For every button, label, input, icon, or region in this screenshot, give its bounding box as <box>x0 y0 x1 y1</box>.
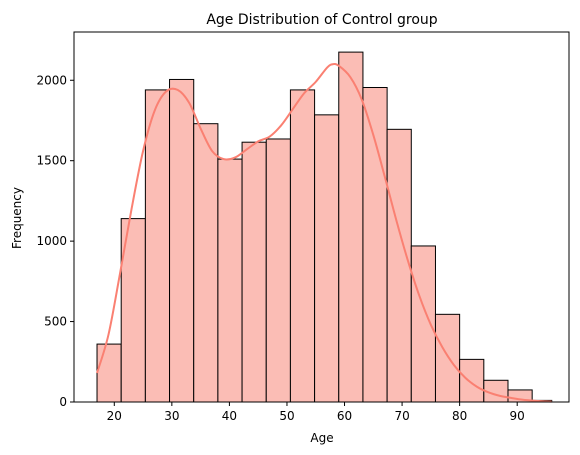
y-tick-label: 0 <box>59 395 67 409</box>
x-tick-label: 90 <box>510 409 525 423</box>
y-tick-label: 500 <box>44 315 67 329</box>
y-axis-ticks: 0 500 1000 1500 2000 <box>36 73 74 409</box>
histogram-bar <box>338 51 364 403</box>
histogram-bar <box>265 138 291 403</box>
x-axis-ticks: 20 30 40 50 60 70 80 90 <box>107 402 525 423</box>
x-axis-label: Age <box>310 431 333 445</box>
x-tick-label: 70 <box>394 409 409 423</box>
y-tick-label: 2000 <box>36 73 67 87</box>
x-tick-label: 20 <box>107 409 122 423</box>
histogram-bar <box>217 158 243 403</box>
histogram-bar <box>362 87 388 403</box>
histogram-bar <box>314 114 340 403</box>
x-tick-label: 30 <box>164 409 179 423</box>
histogram-bar <box>96 343 122 403</box>
histogram-bar <box>169 78 195 403</box>
y-tick-label: 1500 <box>36 154 67 168</box>
x-tick-label: 50 <box>279 409 294 423</box>
histogram-bar <box>386 128 412 403</box>
x-tick-label: 60 <box>337 409 352 423</box>
plot-frame <box>73 31 570 403</box>
x-tick-label: 80 <box>452 409 467 423</box>
kde-line <box>96 63 552 403</box>
histogram-bar <box>241 141 267 403</box>
x-tick-label: 40 <box>222 409 237 423</box>
histogram-bar <box>289 89 316 403</box>
y-axis-label: Frequency <box>10 187 24 249</box>
histogram-bar <box>410 245 436 403</box>
chart-title: Age Distribution of Control group <box>206 12 437 28</box>
y-tick-label: 1000 <box>36 234 67 248</box>
histogram-bar <box>459 358 485 403</box>
histogram-bar <box>193 123 219 403</box>
histogram-bars <box>96 51 553 403</box>
histogram-bar <box>434 313 461 403</box>
histogram-bar <box>144 89 171 403</box>
